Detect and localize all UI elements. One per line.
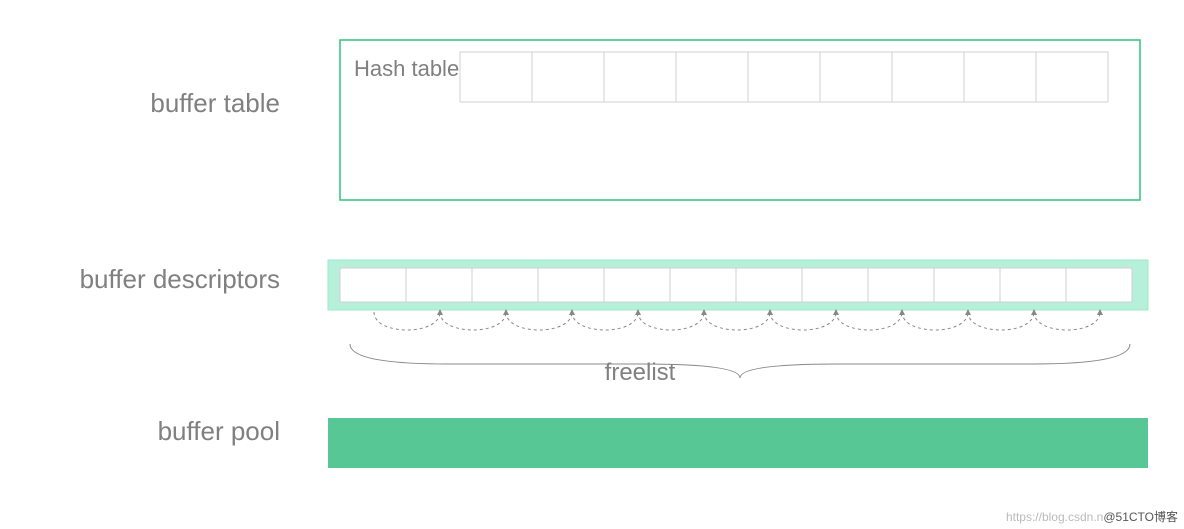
label-buffer-table: buffer table	[150, 88, 280, 118]
hash-table-cell	[748, 52, 820, 102]
freelist-arrow	[770, 312, 836, 330]
hash-table-cell	[676, 52, 748, 102]
hash-table-cells	[460, 52, 1108, 102]
freelist-arrow	[902, 312, 968, 330]
freelist-arrow	[836, 312, 902, 330]
descriptor-cell	[472, 268, 538, 302]
descriptor-cell	[934, 268, 1000, 302]
label-freelist: freelist	[605, 359, 676, 386]
freelist-arrow	[1034, 312, 1100, 330]
descriptor-cell	[868, 268, 934, 302]
hash-table-cell	[460, 52, 532, 102]
freelist-brace	[350, 344, 1130, 378]
hash-table-cell	[892, 52, 964, 102]
descriptor-cell	[1000, 268, 1066, 302]
hash-table-cell	[1036, 52, 1108, 102]
label-buffer-pool: buffer pool	[158, 416, 280, 446]
label-hash-table: Hash table	[354, 56, 459, 81]
descriptor-cell	[670, 268, 736, 302]
watermark-dark: @51CTO博客	[1103, 510, 1178, 524]
watermark-faint: https://blog.csdn.n	[1006, 510, 1103, 524]
descriptor-cell	[340, 268, 406, 302]
hash-table-cell	[820, 52, 892, 102]
freelist-arrow	[572, 312, 638, 330]
freelist-arrow	[506, 312, 572, 330]
descriptor-cell	[604, 268, 670, 302]
watermark: https://blog.csdn.n@51CTO博客	[1006, 508, 1178, 525]
label-buffer-descriptors: buffer descriptors	[80, 264, 280, 294]
descriptors-cells	[340, 268, 1132, 302]
freelist-arrow	[968, 312, 1034, 330]
freelist-arrow	[440, 312, 506, 330]
descriptor-cell	[538, 268, 604, 302]
freelist-arrows	[374, 312, 1100, 330]
descriptor-cell	[1066, 268, 1132, 302]
hash-table-cell	[964, 52, 1036, 102]
descriptor-cell	[802, 268, 868, 302]
descriptor-cell	[406, 268, 472, 302]
hash-table-cell	[604, 52, 676, 102]
diagram-canvas: buffer table buffer descriptors buffer p…	[0, 0, 1184, 529]
freelist-arrow	[638, 312, 704, 330]
hash-table-cell	[532, 52, 604, 102]
descriptor-cell	[736, 268, 802, 302]
freelist-arrow	[704, 312, 770, 330]
freelist-arrow	[374, 312, 440, 330]
buffer-pool-rect	[328, 418, 1148, 468]
